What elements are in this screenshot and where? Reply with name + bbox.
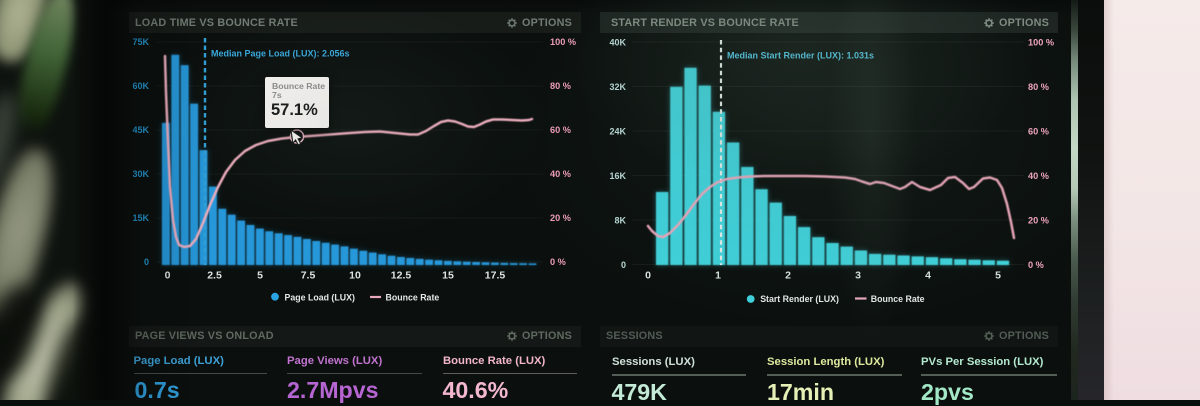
svg-text:Bounce Rate: Bounce Rate <box>871 294 925 304</box>
svg-text:0 %: 0 % <box>550 257 566 267</box>
svg-text:Median Start Render (LUX): 1.0: Median Start Render (LUX): 1.031s <box>727 51 874 61</box>
svg-text:Page Load (LUX): Page Load (LUX) <box>285 292 355 302</box>
svg-text:40 %: 40 % <box>1028 171 1049 181</box>
svg-text:20 %: 20 % <box>1028 216 1049 226</box>
svg-text:60 %: 60 % <box>550 125 571 135</box>
svg-text:15K: 15K <box>132 213 149 223</box>
svg-text:5: 5 <box>257 270 263 282</box>
svg-text:60 %: 60 % <box>1028 127 1049 137</box>
svg-text:Bounce Rate: Bounce Rate <box>386 292 440 302</box>
svg-text:100 %: 100 % <box>1028 38 1054 48</box>
svg-text:100 %: 100 % <box>550 37 576 47</box>
svg-text:4: 4 <box>925 270 931 282</box>
svg-text:0 %: 0 % <box>1028 260 1044 270</box>
svg-text:75K: 75K <box>132 37 149 47</box>
svg-text:8K: 8K <box>614 216 626 226</box>
svg-text:24K: 24K <box>609 127 626 137</box>
svg-text:40 %: 40 % <box>550 169 571 179</box>
svg-text:15: 15 <box>442 270 454 282</box>
svg-text:30K: 30K <box>132 169 149 179</box>
svg-text:16K: 16K <box>609 171 626 181</box>
svg-text:0: 0 <box>645 270 651 282</box>
svg-text:32K: 32K <box>609 82 626 92</box>
svg-text:1: 1 <box>715 270 721 282</box>
svg-text:7.5: 7.5 <box>301 270 316 282</box>
svg-text:3: 3 <box>855 270 861 282</box>
svg-text:0: 0 <box>165 270 171 282</box>
svg-text:20 %: 20 % <box>550 213 571 223</box>
svg-text:17.5: 17.5 <box>485 270 506 282</box>
svg-text:2.5: 2.5 <box>207 270 222 282</box>
svg-text:2: 2 <box>785 270 791 282</box>
svg-text:40K: 40K <box>609 38 626 48</box>
svg-text:60K: 60K <box>132 81 149 91</box>
svg-text:12.5: 12.5 <box>391 270 412 282</box>
svg-text:10: 10 <box>349 270 361 282</box>
svg-text:Start Render (LUX): Start Render (LUX) <box>760 294 839 304</box>
svg-text:45K: 45K <box>132 125 149 135</box>
svg-text:0: 0 <box>144 257 149 267</box>
svg-text:80 %: 80 % <box>550 81 571 91</box>
svg-text:80 %: 80 % <box>1028 82 1049 92</box>
svg-text:0: 0 <box>621 260 626 270</box>
svg-text:Median Page Load (LUX): 2.056s: Median Page Load (LUX): 2.056s <box>211 49 350 59</box>
svg-text:5: 5 <box>995 270 1001 282</box>
